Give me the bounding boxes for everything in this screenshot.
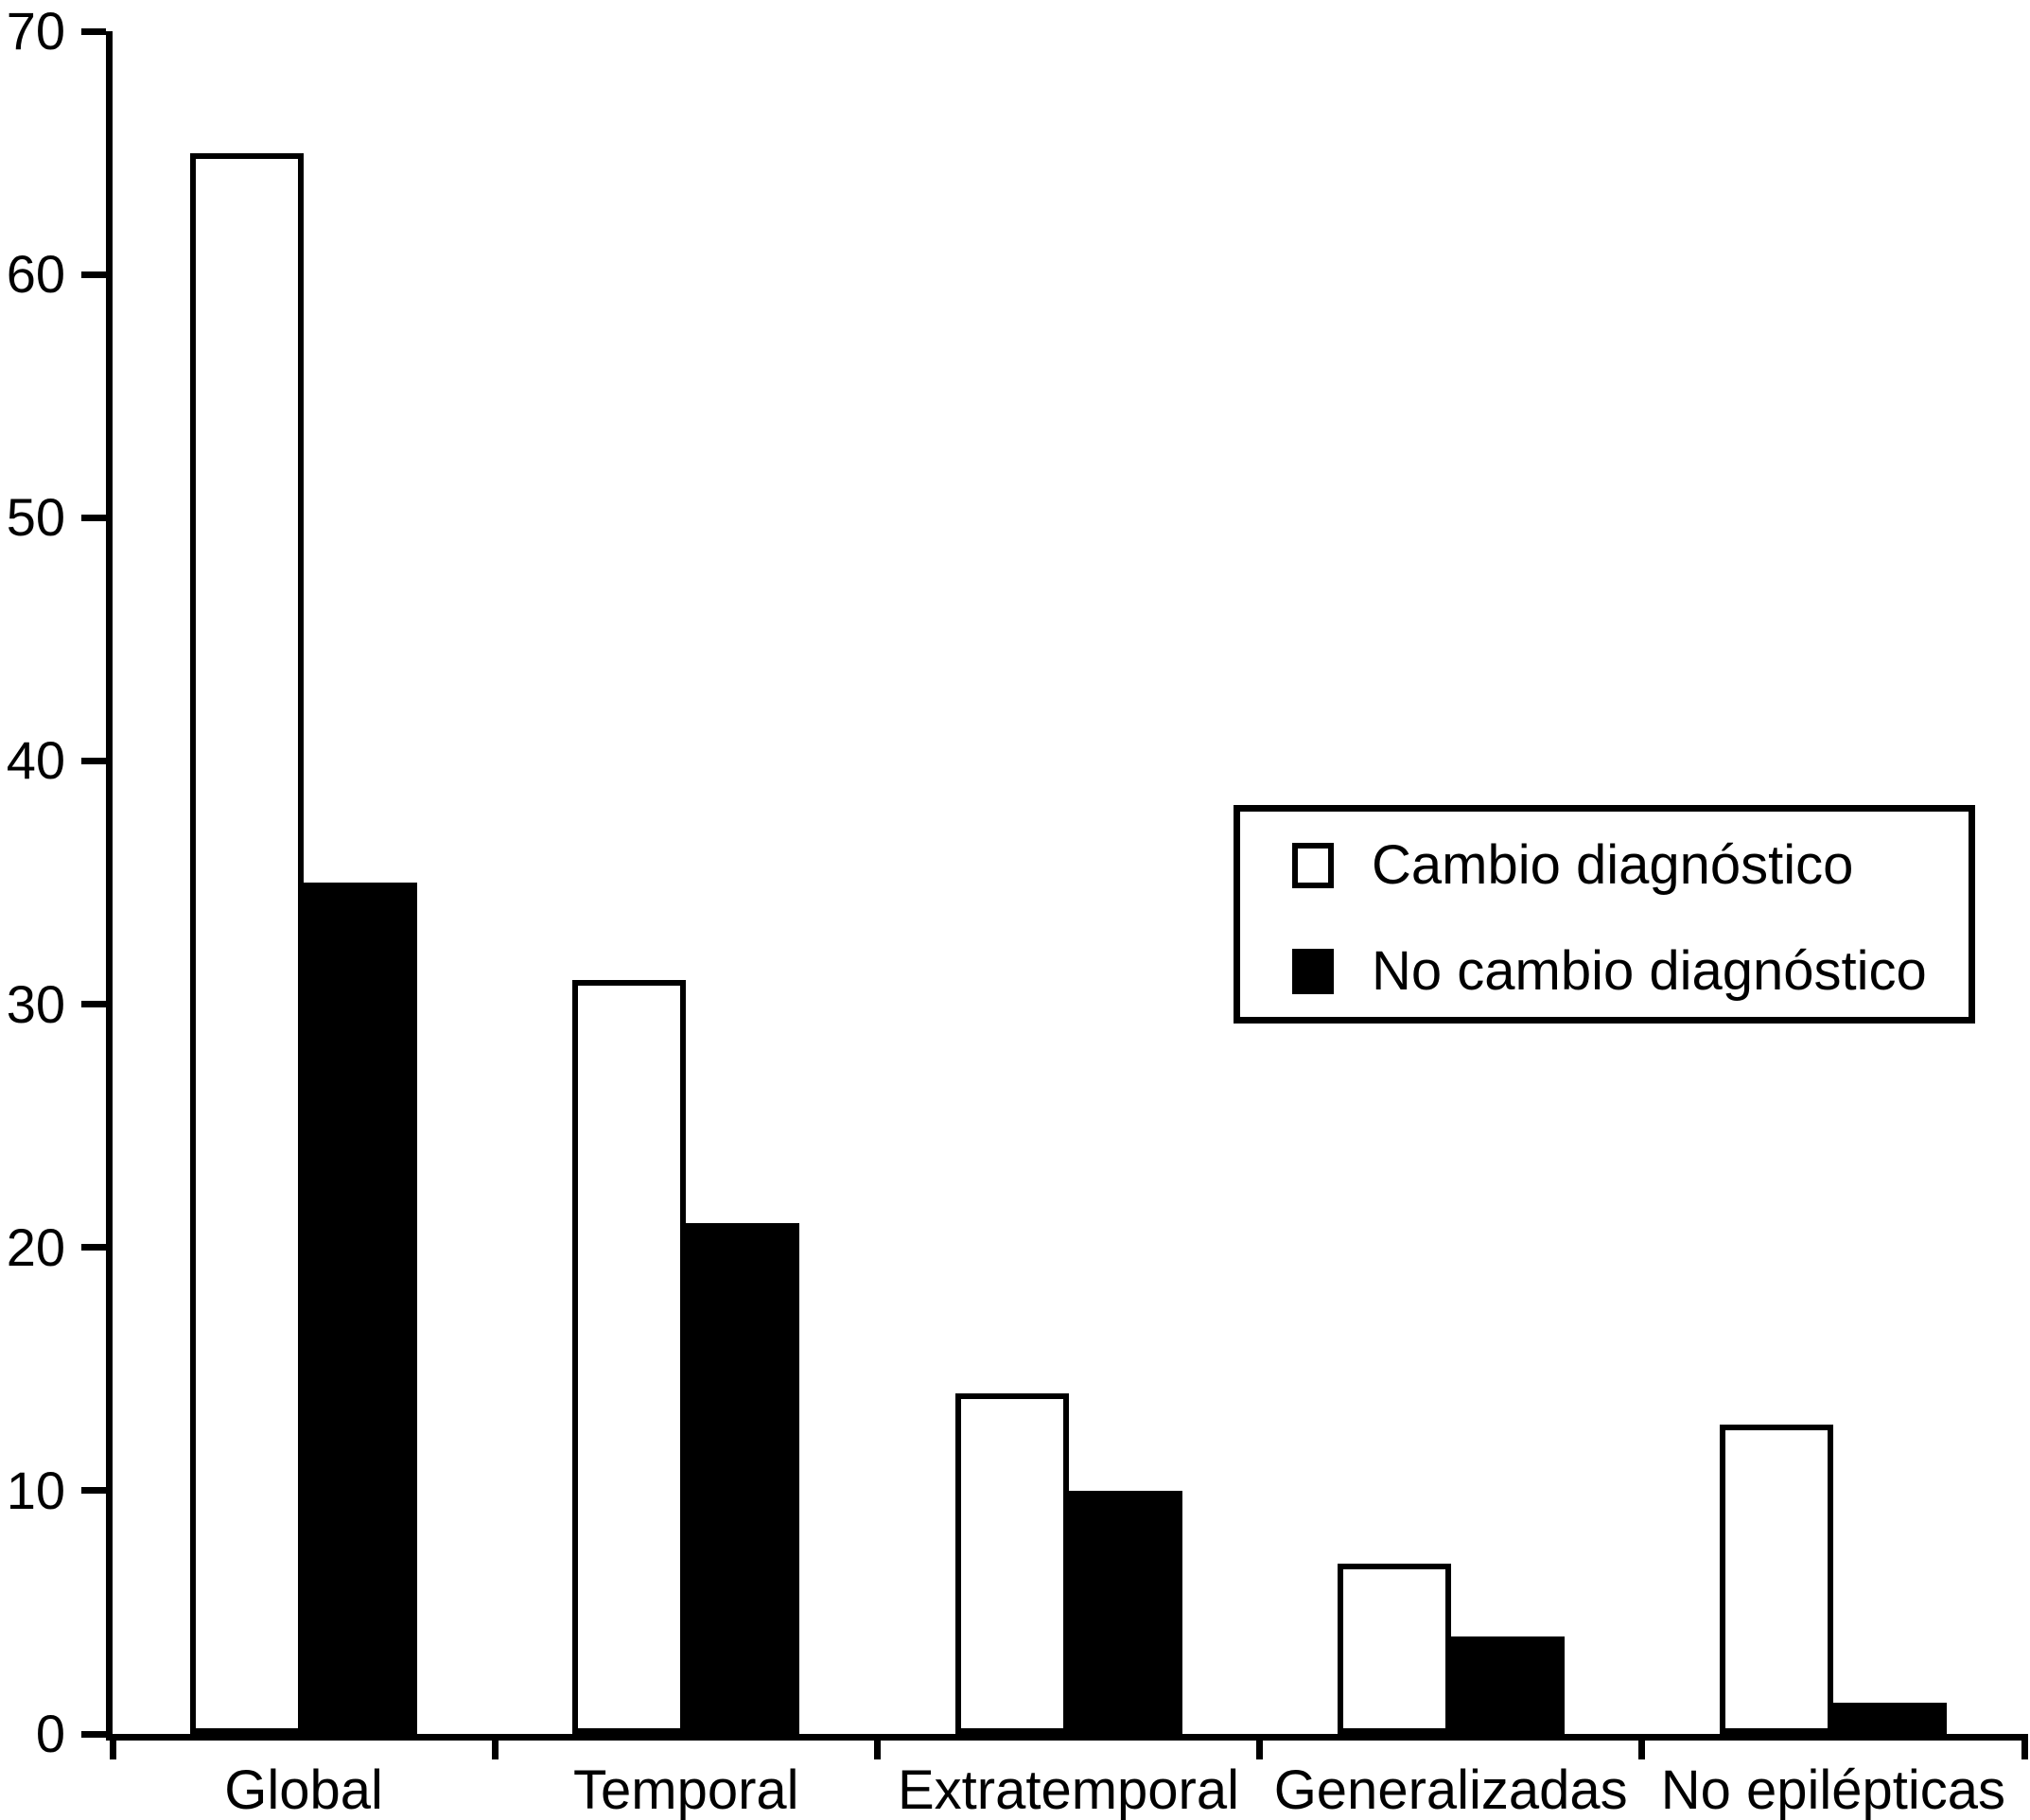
bar-temporal-cambio-diagnostico	[572, 979, 687, 1734]
x-axis-label-temporal: Temporal	[573, 1759, 799, 1820]
y-axis-tick-40	[81, 757, 106, 764]
bar-generalizadas-no-cambio-diagnostico	[1450, 1636, 1565, 1734]
x-axis-label-generalizadas: Generalizadas	[1273, 1759, 1628, 1820]
y-axis-tick-60	[81, 271, 106, 278]
black-square-icon	[1292, 949, 1334, 994]
y-axis-tick-label-20: 20	[6, 1216, 65, 1277]
y-axis-tick-10	[81, 1487, 106, 1495]
legend-item-cambio-diagnostico: Cambio diagnóstico	[1292, 835, 1853, 896]
x-axis-tick-3	[1256, 1734, 1264, 1759]
y-axis-tick-70	[81, 27, 106, 35]
y-axis-tick-50	[81, 514, 106, 521]
y-axis-tick-label-0: 0	[35, 1704, 65, 1763]
x-axis-tick-0	[109, 1734, 116, 1759]
x-axis-tick-1	[491, 1734, 499, 1759]
y-axis-tick-20	[81, 1244, 106, 1251]
legend-label: Cambio diagnóstico	[1372, 834, 1854, 896]
x-axis-label-extratemporal: Extratemporal	[897, 1759, 1240, 1820]
bar-extratemporal-cambio-diagnostico	[954, 1393, 1069, 1734]
y-axis-tick-label-60: 60	[6, 244, 65, 305]
white-square-icon	[1292, 843, 1334, 888]
y-axis-tick-label-50: 50	[6, 487, 65, 548]
bar-generalizadas-cambio-diagnostico	[1337, 1564, 1451, 1734]
x-axis-label-no-epilepticas: No epilépticas	[1660, 1759, 2006, 1820]
x-axis-tick-5	[2021, 1734, 2028, 1759]
x-axis-label-global: Global	[224, 1759, 383, 1820]
plot-area: 0 10 20 30 40 50 60 70 Global Temporal Extratempor…	[7, 1, 2028, 1820]
y-axis-tick-label-10: 10	[6, 1460, 65, 1520]
y-axis-tick-label-70: 70	[6, 1, 65, 61]
legend: Cambio diagnóstico No cambio diagnóstico	[1234, 805, 1975, 1024]
legend-item-no-cambio-diagnostico: No cambio diagnóstico	[1292, 941, 1927, 1002]
bar-global-cambio-diagnostico	[190, 152, 305, 1734]
bar-no-epilepticas-no-cambio-diagnostico	[1832, 1702, 1947, 1734]
y-axis-tick-0	[81, 1730, 106, 1738]
legend-label: No cambio diagnóstico	[1372, 940, 1927, 1002]
x-axis-tick-2	[873, 1734, 881, 1759]
bar-extratemporal-no-cambio-diagnostico	[1068, 1490, 1182, 1734]
bar-temporal-no-cambio-diagnostico	[686, 1223, 800, 1734]
y-axis-tick-label-40: 40	[6, 730, 65, 791]
y-axis-tick-label-30: 30	[6, 973, 65, 1034]
bar-no-epilepticas-cambio-diagnostico	[1719, 1425, 1833, 1734]
y-axis-tick-30	[81, 1001, 106, 1008]
bar-global-no-cambio-diagnostico	[304, 883, 418, 1734]
x-axis-tick-4	[1638, 1734, 1646, 1759]
